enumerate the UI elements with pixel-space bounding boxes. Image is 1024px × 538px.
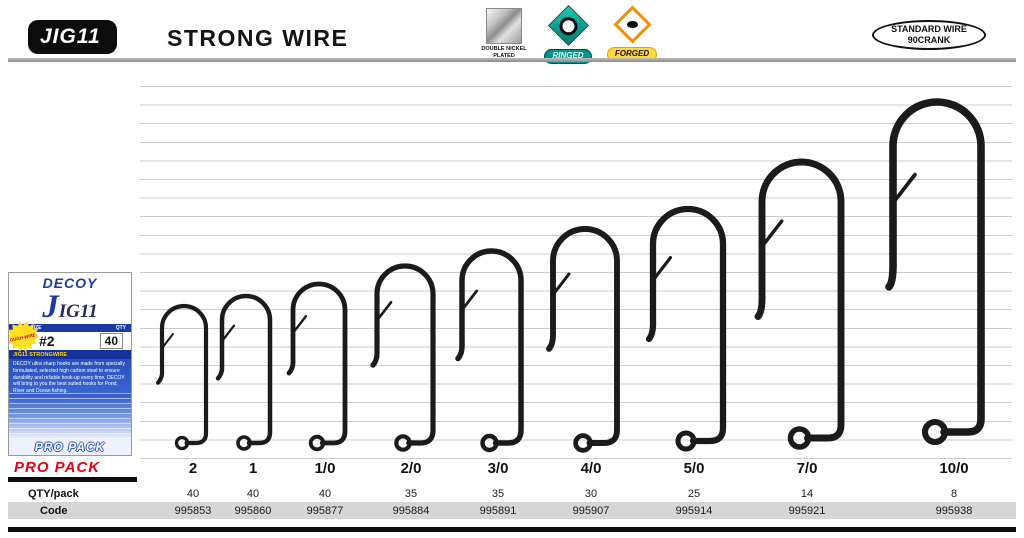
code-value: 995853 [174, 505, 212, 517]
product-package: DECOY JIG11 HOOK SIZE QTY #2 40 TOUGH WI… [8, 272, 132, 456]
brand-logo: DECOY [42, 275, 98, 291]
gridlines [140, 86, 1012, 459]
feature-icons: DOUBLE NICKEL PLATED RINGED FORGED [477, 4, 659, 64]
ringed-icon [547, 4, 589, 47]
code-value: 995907 [572, 505, 610, 517]
package-qty-value: 40 [99, 333, 123, 349]
code-value: 995938 [935, 505, 973, 517]
hook-size-value: #2 [39, 333, 55, 349]
wire-spec-line2: 90CRANK [907, 35, 951, 45]
package-propack-text: PRO PACK [9, 438, 131, 455]
size-label: 3/0 [487, 460, 509, 477]
propack-underline [8, 477, 137, 482]
wire-spec-line1: STANDARD WIRE [891, 24, 967, 35]
feature-ringed: RINGED [541, 4, 595, 64]
hook-eye-glyph [559, 16, 577, 35]
qty-value: 30 [584, 488, 598, 500]
code-row-band [8, 502, 1016, 519]
code-value: 995921 [788, 505, 826, 517]
size-label: 5/0 [683, 460, 705, 477]
size-label: 1/0 [314, 460, 336, 477]
propack-label: PRO PACK [14, 459, 101, 476]
package-header: DECOY JIG11 [9, 273, 131, 325]
code-value: 995884 [392, 505, 430, 517]
feature-nickel-plated: DOUBLE NICKEL PLATED [477, 8, 531, 64]
nickel-plated-icon [486, 8, 522, 44]
bottom-divider [8, 527, 1016, 532]
size-label: 7/0 [796, 460, 818, 477]
forged-glyph [626, 21, 638, 28]
code-value: 995914 [675, 505, 713, 517]
code-value: 995891 [479, 505, 517, 517]
size-label: 2/0 [400, 460, 422, 477]
qty-value: 40 [318, 488, 332, 500]
package-series-band: JIG11 STRONGWIRE [9, 350, 131, 359]
qty-value: 35 [404, 488, 418, 500]
nickel-plated-label: DOUBLE NICKEL PLATED [481, 46, 527, 60]
feature-forged: FORGED [605, 5, 659, 64]
size-label: 2 [188, 460, 198, 477]
package-model: JIG11 [42, 289, 98, 325]
wire-spec-badge: STANDARD WIRE 90CRANK [872, 20, 986, 50]
package-description: DECOY ultra sharp hooks are made from sp… [9, 359, 131, 393]
series-badge: JIG11 [28, 20, 117, 54]
size-label: 10/0 [939, 460, 969, 477]
code-value: 995877 [306, 505, 344, 517]
qty-value: 8 [950, 488, 958, 500]
code-row-label: Code [40, 505, 68, 517]
package-field-values: #2 40 [9, 332, 131, 350]
package-qty-label: QTY [115, 325, 126, 331]
qty-row-label: QTY/pack [28, 488, 79, 500]
code-value: 995860 [234, 505, 272, 517]
size-label: 1 [248, 460, 258, 477]
qty-value: 40 [186, 488, 200, 500]
qty-value: 25 [687, 488, 701, 500]
qty-value: 40 [246, 488, 260, 500]
package-artwork [9, 393, 131, 438]
forged-icon [612, 5, 652, 44]
size-label: 4/0 [580, 460, 602, 477]
qty-value: 14 [800, 488, 814, 500]
qty-value: 35 [491, 488, 505, 500]
header-divider [8, 58, 1016, 62]
page-title: STRONG WIRE [167, 25, 349, 51]
